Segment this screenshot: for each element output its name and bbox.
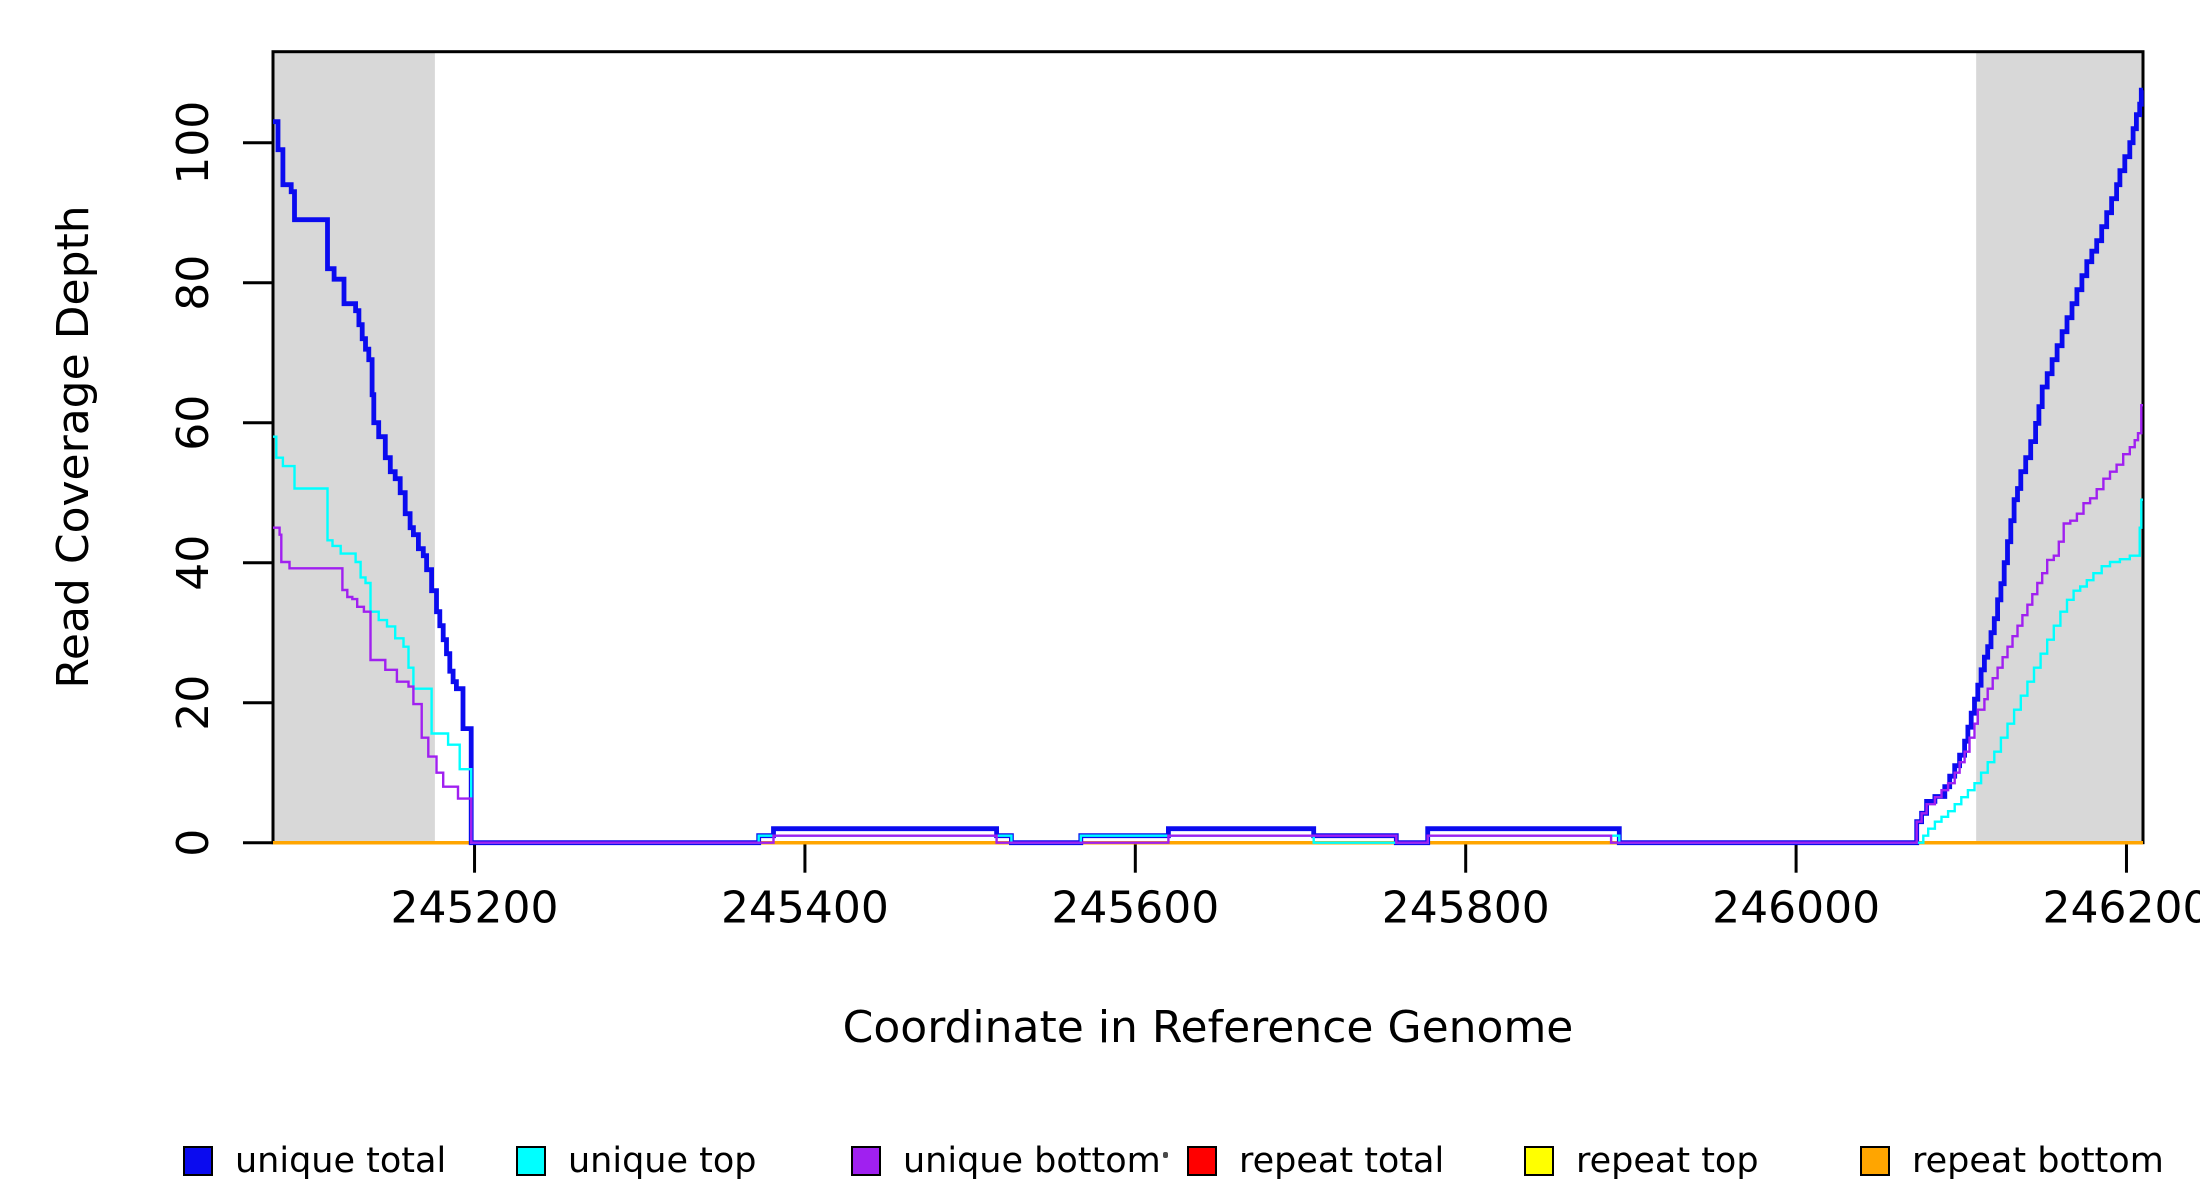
series-unique-top: [273, 435, 2143, 844]
y-tick-label: 40: [168, 535, 219, 591]
legend-label: repeat total: [1239, 1141, 1445, 1181]
y-tick-label: 80: [168, 255, 219, 311]
legend-swatch: [851, 1146, 881, 1176]
legend-swatch: [516, 1146, 546, 1176]
y-tick-label: 0: [168, 829, 219, 857]
y-tick-label: 60: [168, 395, 219, 451]
series-unique-bottom: [273, 404, 2143, 844]
legend-item-unique-total: unique total: [183, 1138, 446, 1184]
y-tick-label: 20: [168, 675, 219, 731]
legend-item-unique-top: unique top: [516, 1138, 757, 1184]
y-tick-label: 100: [168, 101, 219, 185]
legend-label: unique top: [568, 1141, 757, 1181]
x-tick-label: 245800: [1382, 883, 1550, 934]
legend-item-repeat-top: repeat top: [1524, 1138, 1759, 1184]
plot-box: [271, 50, 2145, 845]
x-tick-label: 245600: [1051, 883, 1219, 934]
legend-swatch: [183, 1146, 213, 1176]
legend-swatch: [1860, 1146, 1890, 1176]
y-axis-title: Read Coverage Depth: [48, 205, 99, 688]
legend-label: repeat top: [1576, 1141, 1759, 1181]
legend-item-repeat-total: repeat total: [1187, 1138, 1444, 1184]
stray-mark: [1163, 1152, 1168, 1158]
x-tick-label: 246000: [1712, 883, 1880, 934]
series-layer: [273, 87, 2144, 846]
x-tick-label: 245400: [721, 883, 889, 934]
shaded-region: [273, 51, 435, 843]
legend-item-repeat-bottom: repeat bottom: [1860, 1138, 2164, 1184]
axes-layer: 245200 245400 245600 245800 246000 246200 0 20 4…: [168, 50, 2200, 934]
x-tick-label: 245200: [391, 883, 559, 934]
legend-item-unique-bottom: unique bottom: [851, 1138, 1161, 1184]
legend-swatch: [1524, 1146, 1554, 1176]
legend-swatch: [1187, 1146, 1217, 1176]
legend-label: unique bottom: [903, 1141, 1161, 1181]
x-tick-label: 246200: [2042, 883, 2200, 934]
series-unique-total: [273, 87, 2144, 846]
legend-label: repeat bottom: [1912, 1141, 2164, 1181]
legend-label: unique total: [235, 1141, 447, 1181]
x-axis-title: Coordinate in Reference Genome: [843, 1002, 1574, 1053]
shaded-regions-layer: [273, 51, 2143, 843]
